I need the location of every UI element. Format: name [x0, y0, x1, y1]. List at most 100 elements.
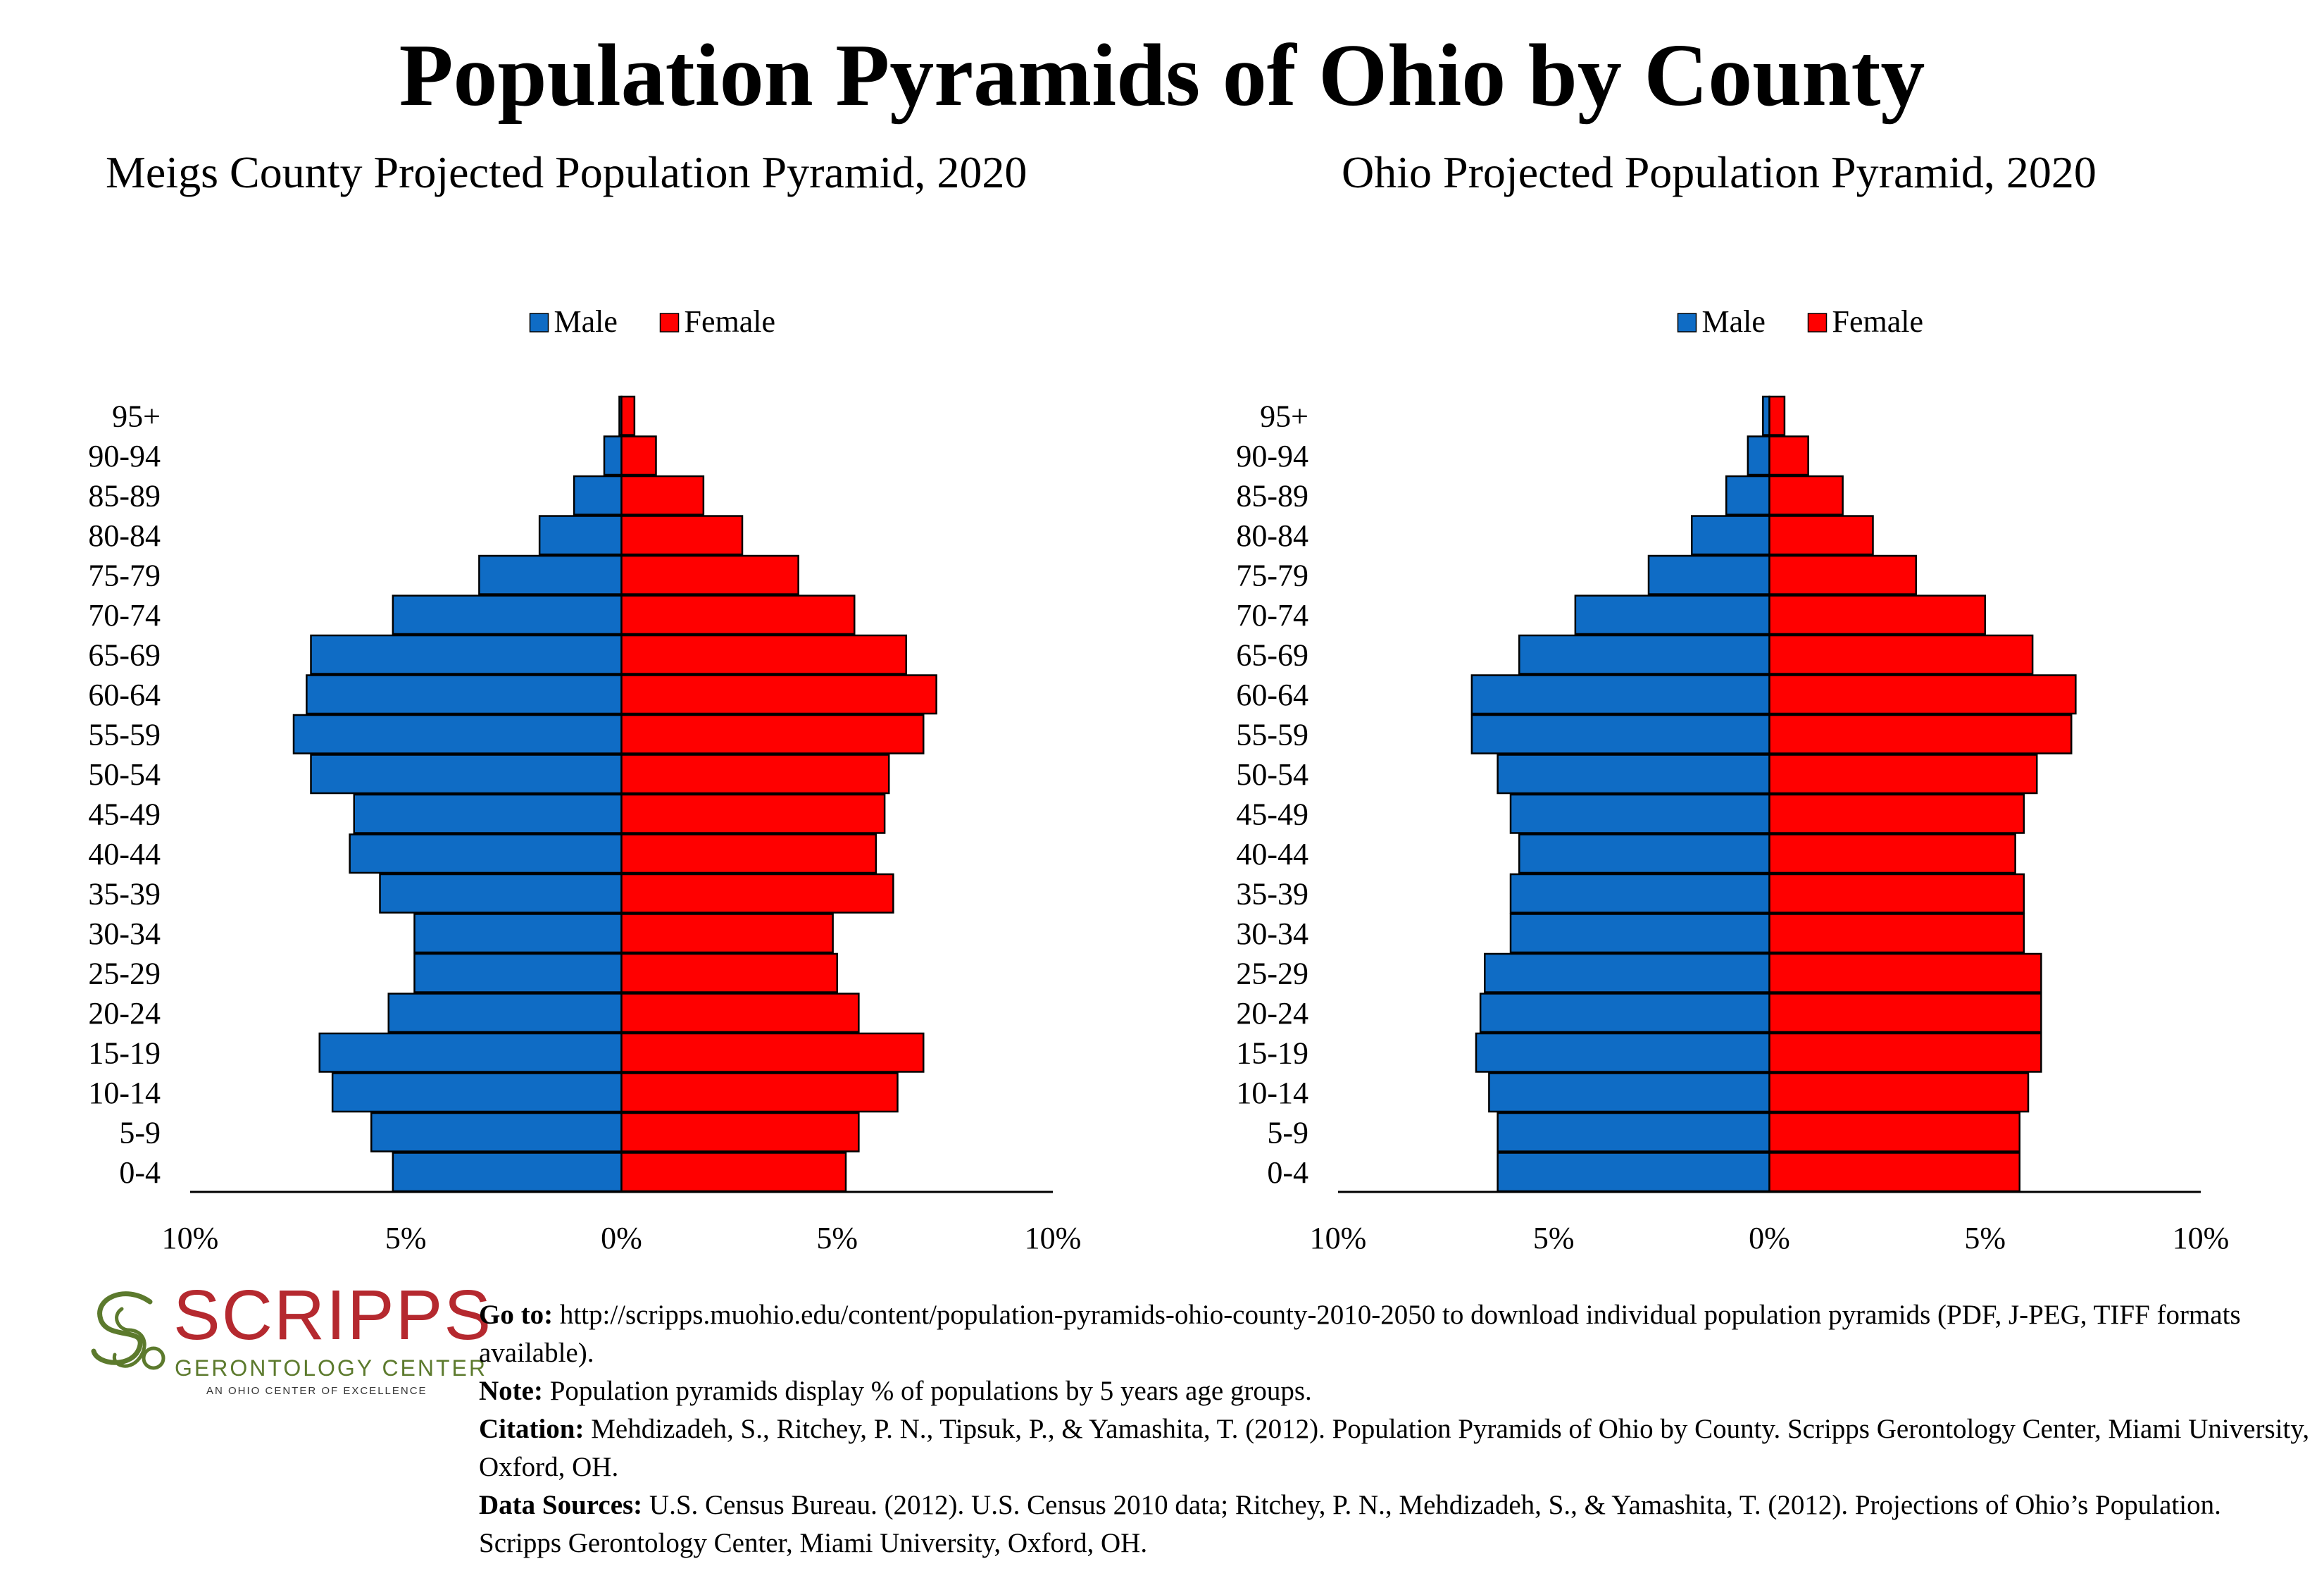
age-group-label: 75-79 [1236, 558, 1308, 592]
bar-male [1518, 634, 1770, 675]
bar-male [1509, 793, 1770, 834]
age-group-label: 10-14 [1236, 1076, 1308, 1110]
age-group-label: 5-9 [1267, 1115, 1308, 1150]
x-tick-label: 0% [1749, 1221, 1790, 1254]
bar-male [1762, 395, 1770, 436]
bar-male [413, 952, 623, 993]
age-group-label: 50-54 [1236, 757, 1308, 792]
sources-label: Data Sources: [479, 1490, 643, 1520]
bar-female [620, 833, 877, 874]
age-group-label: 55-59 [88, 717, 161, 752]
bar-female [1768, 714, 2073, 754]
age-group-label: 95+ [1260, 399, 1308, 433]
bar-female [620, 952, 838, 993]
bar-male [573, 475, 623, 516]
bar-female [1768, 873, 2025, 914]
bar-female [1768, 515, 1874, 556]
legend-label-female: Female [685, 304, 776, 339]
bar-male [392, 595, 623, 635]
age-group-label: 70-74 [1236, 598, 1308, 633]
ohio-pyramid-chart: Male Female 0-4 5-9 10-14 15-19 20-24 25-29 30-3… [1236, 304, 2230, 1254]
bar-female [620, 515, 744, 556]
age-group-label: 55-59 [1236, 717, 1308, 752]
bar-female [620, 475, 705, 516]
x-tick-label: 5% [385, 1221, 427, 1254]
age-group-label: 0-4 [1267, 1155, 1308, 1190]
legend-swatch-male [529, 313, 549, 332]
age-group-label: 45-49 [88, 797, 161, 831]
bar-male [1488, 1072, 1770, 1113]
bar-female [620, 554, 799, 595]
note-text: Population pyramids display % of populat… [542, 1376, 1312, 1406]
citation-label: Citation: [479, 1414, 585, 1444]
age-group-label: 40-44 [1236, 837, 1308, 871]
legend-swatch-male [1677, 313, 1697, 332]
bar-male [1475, 1032, 1770, 1073]
bar-female [1768, 1152, 2020, 1193]
bar-female [1768, 952, 2042, 993]
bar-female [620, 1032, 925, 1073]
bar-male [310, 634, 623, 675]
bar-female [1768, 1112, 2020, 1152]
bar-male [1647, 554, 1770, 595]
legend-swatch-female [1807, 313, 1828, 332]
scripps-swirl-icon [91, 1291, 165, 1370]
age-group-label: 85-89 [1236, 478, 1308, 513]
bar-female [620, 754, 890, 795]
bar-female [1768, 913, 2025, 954]
logo-wordmark: SCRIPPS [173, 1276, 493, 1355]
age-group-label: 75-79 [88, 558, 161, 592]
age-group-label: 15-19 [88, 1036, 161, 1070]
bar-female [1768, 833, 2016, 874]
bar-male [292, 714, 623, 754]
age-group-label: 20-24 [88, 996, 161, 1031]
footer-sources: Data Sources: U.S. Census Bureau. (2012)… [479, 1486, 2310, 1562]
bar-male [310, 754, 623, 795]
bar-male [318, 1032, 623, 1073]
age-group-label: 35-39 [88, 876, 161, 911]
age-group-label: 80-84 [88, 518, 161, 553]
bar-male [387, 993, 623, 1033]
goto-label: Go to: [479, 1300, 554, 1330]
bar-male [1484, 952, 1770, 993]
bar-female [620, 993, 860, 1033]
age-group-label: 20-24 [1236, 996, 1308, 1031]
bar-male [349, 833, 623, 874]
age-group-label: 90-94 [1236, 439, 1308, 473]
note-label: Note: [479, 1376, 543, 1406]
bar-male [413, 913, 623, 954]
bar-male [1509, 913, 1770, 954]
bar-female [620, 873, 894, 914]
age-group-label: 80-84 [1236, 518, 1308, 553]
footer-notes: Go to: http://scripps.muohio.edu/content… [479, 1296, 2310, 1562]
footer-note: Note: Population pyramids display % of p… [479, 1372, 2310, 1410]
age-group-label: 30-34 [88, 916, 161, 951]
bar-female [1768, 595, 1986, 635]
bar-female [620, 674, 937, 715]
x-tick-label: 5% [1964, 1221, 2006, 1254]
age-group-label: 70-74 [88, 598, 161, 633]
legend: Male Female [1677, 304, 1923, 339]
age-group-label: 0-4 [119, 1155, 161, 1190]
bar-female [620, 395, 636, 436]
footer-goto: Go to: http://scripps.muohio.edu/content… [479, 1296, 2310, 1372]
age-group-label: 90-94 [88, 439, 161, 473]
goto-text: http://scripps.muohio.edu/content/popula… [479, 1300, 2241, 1368]
bar-male [1497, 754, 1770, 795]
age-group-label: 60-64 [1236, 678, 1308, 712]
chart-title-meigs: Meigs County Projected Population Pyrami… [106, 147, 1027, 197]
bar-female [620, 595, 856, 635]
x-tick-label: 10% [2173, 1221, 2230, 1254]
bar-male [1725, 475, 1770, 516]
bar-female [1768, 993, 2042, 1033]
age-group-label: 25-29 [88, 956, 161, 990]
x-tick-label: 5% [1533, 1221, 1575, 1254]
bar-male [370, 1112, 623, 1152]
legend-swatch-female [659, 313, 680, 332]
legend-label-male: Male [1702, 304, 1766, 339]
bar-female [620, 1112, 860, 1152]
bar-male [306, 674, 623, 715]
bar-male [1497, 1112, 1770, 1152]
bar-female [620, 793, 886, 834]
legend: Male Female [529, 304, 776, 339]
